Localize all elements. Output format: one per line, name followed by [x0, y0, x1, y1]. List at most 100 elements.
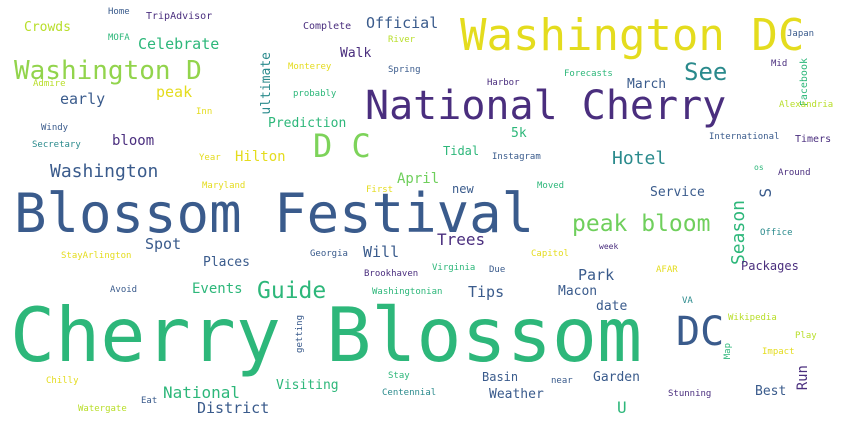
cloud-word: U: [617, 398, 627, 417]
cloud-word: early: [60, 90, 106, 108]
cloud-word: Prediction: [268, 116, 347, 131]
cloud-word: Crowds: [24, 20, 71, 35]
cloud-word: Stunning: [668, 389, 712, 399]
cloud-word: Stay: [388, 371, 410, 381]
cloud-word: S: [756, 188, 775, 198]
cloud-word: date: [596, 299, 628, 314]
cloud-word: National Cherry: [365, 83, 727, 129]
cloud-word: near: [551, 376, 573, 386]
cloud-word: D C: [313, 127, 371, 165]
cloud-word: Macon: [558, 284, 598, 299]
cloud-word: Complete: [303, 21, 352, 32]
cloud-word: District: [197, 399, 270, 417]
cloud-word: International: [709, 132, 780, 142]
cloud-word: Best: [755, 384, 787, 399]
cloud-word: 5k: [511, 126, 527, 141]
cloud-word: Spot: [145, 235, 182, 253]
cloud-word: Moved: [537, 181, 565, 191]
cloud-word: Monterey: [288, 62, 332, 72]
cloud-word: Inn: [196, 107, 213, 117]
cloud-word: MOFA: [108, 33, 130, 43]
cloud-word: Service: [650, 185, 705, 200]
cloud-word: Impact: [762, 347, 795, 357]
cloud-word: Washington D: [14, 56, 202, 86]
cloud-word: Due: [489, 265, 506, 275]
cloud-word: Year: [199, 153, 221, 163]
cloud-word: Basin: [482, 370, 519, 384]
cloud-word: Map: [723, 343, 733, 360]
cloud-word: National: [163, 383, 241, 402]
cloud-word: Centennial: [382, 388, 437, 398]
cloud-word: os: [754, 163, 764, 172]
cloud-word: Season: [728, 200, 749, 266]
cloud-word: Japan: [787, 29, 815, 39]
cloud-word: Weather: [489, 387, 544, 402]
cloud-word: Hilton: [235, 149, 286, 165]
cloud-word: Instagram: [492, 152, 541, 162]
cloud-word: Brookhaven: [364, 269, 419, 279]
cloud-word: bloom: [112, 133, 155, 149]
cloud-word: Visiting: [276, 378, 339, 393]
cloud-word: Facebook: [799, 58, 810, 107]
cloud-word: Packages: [741, 259, 799, 273]
cloud-word: Georgia: [310, 249, 348, 259]
cloud-word: Maryland: [202, 181, 246, 191]
cloud-word: Places: [203, 255, 250, 270]
cloud-word: Alexandria: [779, 100, 834, 110]
cloud-word: AFAR: [656, 265, 678, 275]
cloud-word: Play: [795, 331, 817, 341]
cloud-word: See: [684, 58, 728, 86]
cloud-word: Around: [778, 168, 811, 178]
cloud-word: Home: [108, 7, 130, 17]
cloud-word: March: [627, 77, 667, 92]
cloud-word: Office: [760, 228, 793, 238]
cloud-word: Secretary: [32, 140, 81, 150]
cloud-word: getting: [295, 315, 305, 353]
cloud-word: Walk: [340, 46, 372, 61]
cloud-word: Virginia: [432, 263, 476, 273]
cloud-word: VA: [682, 296, 693, 306]
cloud-word: new: [452, 182, 474, 196]
cloud-word: Events: [192, 281, 243, 297]
cloud-word: Washington: [50, 161, 159, 182]
cloud-word: Celebrate: [138, 35, 220, 53]
cloud-word: Wikipedia: [728, 313, 777, 323]
cloud-word: DC: [676, 309, 725, 355]
cloud-word: Trees: [437, 230, 486, 249]
cloud-word: Washingtonian: [372, 287, 443, 297]
cloud-word: probably: [293, 89, 337, 99]
cloud-word: Blossom Festival: [14, 182, 535, 245]
cloud-word: week: [599, 242, 619, 251]
cloud-word: Timers: [795, 134, 832, 145]
cloud-word: Tidal: [443, 144, 480, 158]
cloud-word: Mid: [771, 59, 788, 69]
cloud-word: Watergate: [78, 404, 127, 414]
cloud-word: Chilly: [46, 376, 79, 386]
cloud-word: Official: [366, 14, 439, 32]
cloud-word: Forecasts: [564, 69, 613, 79]
cloud-word: Eat: [141, 396, 158, 406]
cloud-word: TripAdvisor: [146, 11, 213, 22]
cloud-word: Will: [363, 243, 400, 261]
cloud-word: ultimate: [259, 52, 274, 115]
cloud-word: Avoid: [110, 285, 138, 295]
cloud-word: Hotel: [612, 148, 667, 169]
cloud-word: peak: [156, 83, 193, 101]
cloud-word: First: [366, 185, 394, 195]
cloud-word: Admire: [33, 79, 66, 89]
cloud-word: Capitol: [531, 249, 569, 259]
cloud-word: StayArlington: [61, 251, 132, 261]
cloud-word: Spring: [388, 65, 421, 75]
cloud-word: Park: [578, 266, 615, 284]
cloud-word: Garden: [593, 370, 640, 385]
cloud-word: Tips: [468, 283, 505, 301]
cloud-word: Guide: [257, 278, 327, 304]
cloud-word: Windy: [41, 123, 69, 133]
cloud-word: Washington DC: [460, 10, 805, 61]
cloud-word: Cherry Blossom: [10, 291, 643, 379]
cloud-word: April: [397, 171, 440, 187]
cloud-word: Harbor: [487, 78, 520, 88]
cloud-word: peak bloom: [572, 211, 711, 237]
cloud-word: River: [388, 35, 416, 45]
